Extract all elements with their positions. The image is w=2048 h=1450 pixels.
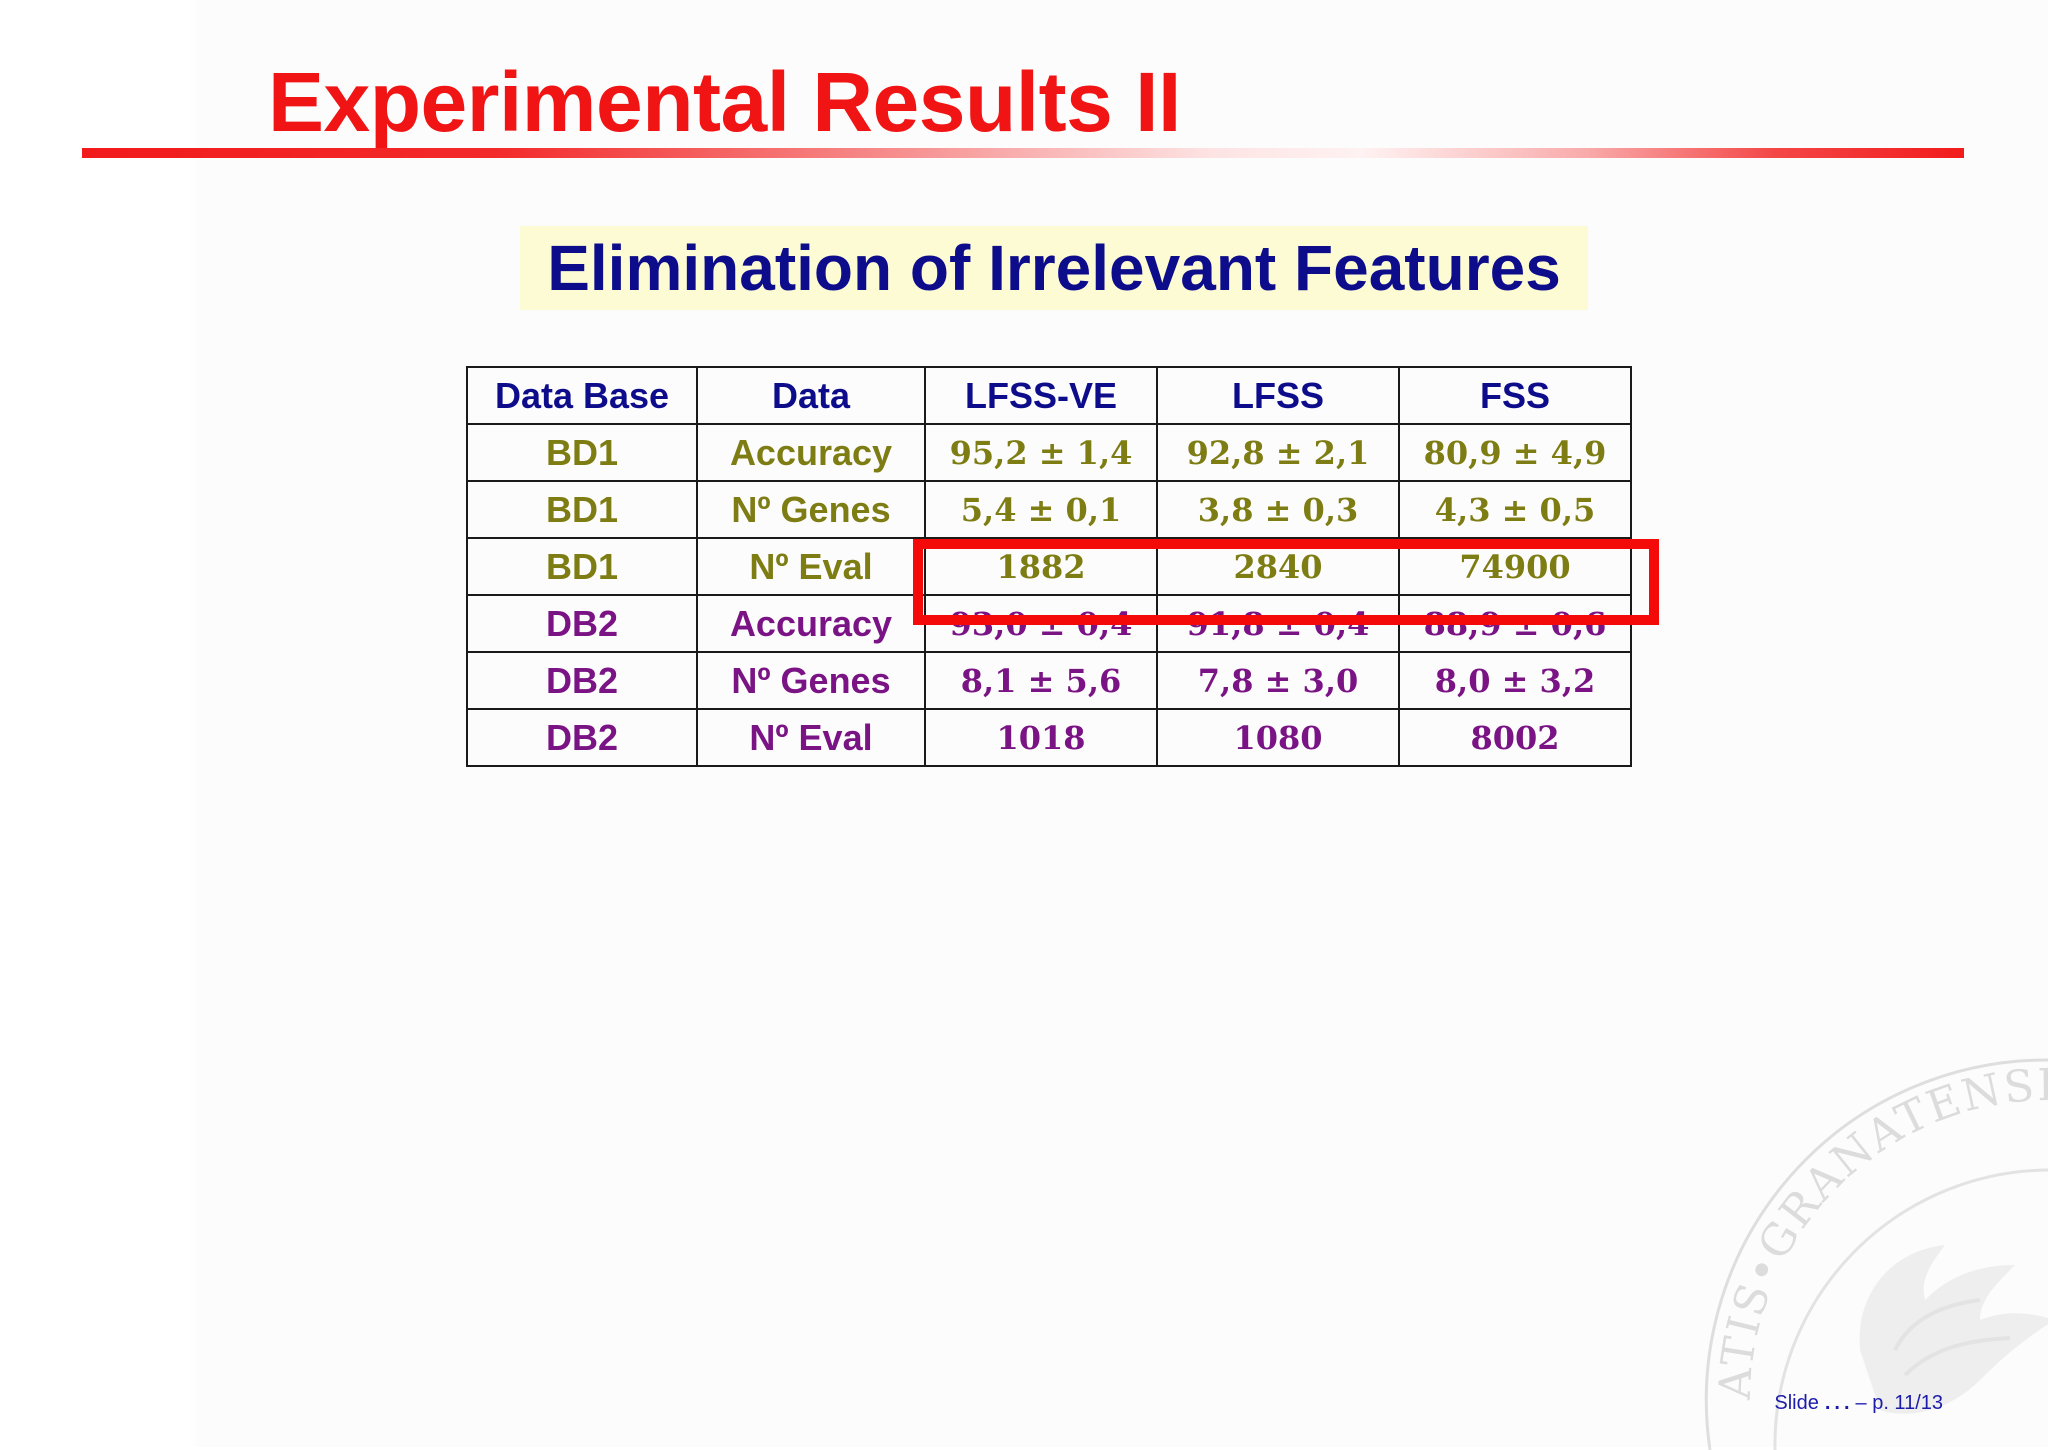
table-row: DB2 Nº Genes 8,1 ± 5,6 7,8 ± 3,0 8,0 ± 3… (466, 651, 1632, 710)
database-cell: DB2 (466, 708, 698, 767)
lfss-value: 1080 (1156, 708, 1400, 767)
database-cell: DB2 (466, 651, 698, 710)
lfss-ve-value: 8,1 ± 5,6 (924, 651, 1158, 710)
database-cell: BD1 (466, 480, 698, 539)
table-row: DB2 Accuracy 93,0 ± 0,4 91,8 ± 0,4 88,9 … (466, 594, 1632, 653)
lfss-ve-value: 93,0 ± 0,4 (924, 594, 1158, 653)
fss-value: 80,9 ± 4,9 (1398, 423, 1632, 482)
lfss-ve-value: 95,2 ± 1,4 (924, 423, 1158, 482)
subtitle-box: Elimination of Irrelevant Features (520, 226, 1588, 310)
results-table: Data Base Data LFSS-VE LFSS FSS BD1 Accu… (466, 366, 1632, 767)
table-row: BD1 Nº Eval 1882 2840 74900 (466, 537, 1632, 596)
lfss-value: 92,8 ± 2,1 (1156, 423, 1400, 482)
metric-cell: Nº Eval (696, 708, 926, 767)
lfss-value: 91,8 ± 0,4 (1156, 594, 1400, 653)
table-header-row: Data Base Data LFSS-VE LFSS FSS (466, 366, 1632, 425)
fss-value: 74900 (1398, 537, 1632, 596)
lfss-ve-value: 1882 (924, 537, 1158, 596)
university-seal-icon: ATIS•GRANATENSIS•E (1680, 1020, 2048, 1450)
slide-footer: Slide... – p. 11/13 (1774, 1392, 1943, 1415)
footer-dots: ... (1824, 1392, 1854, 1414)
table-row: BD1 Nº Genes 5,4 ± 0,1 3,8 ± 0,3 4,3 ± 0… (466, 480, 1632, 539)
metric-cell: Nº Genes (696, 651, 926, 710)
lfss-ve-value: 5,4 ± 0,1 (924, 480, 1158, 539)
metric-cell: Nº Eval (696, 537, 926, 596)
footer-prefix: Slide (1774, 1392, 1819, 1414)
column-header-fss: FSS (1398, 366, 1632, 425)
database-cell: BD1 (466, 423, 698, 482)
lfss-value: 3,8 ± 0,3 (1156, 480, 1400, 539)
fss-value: 88,9 ± 0,6 (1398, 594, 1632, 653)
table-row: BD1 Accuracy 95,2 ± 1,4 92,8 ± 2,1 80,9 … (466, 423, 1632, 482)
metric-cell: Nº Genes (696, 480, 926, 539)
lfss-value: 7,8 ± 3,0 (1156, 651, 1400, 710)
fss-value: 8,0 ± 3,2 (1398, 651, 1632, 710)
footer-page-number: – p. 11/13 (1855, 1392, 1943, 1414)
lfss-value: 2840 (1156, 537, 1400, 596)
lfss-ve-value: 1018 (924, 708, 1158, 767)
fss-value: 4,3 ± 0,5 (1398, 480, 1632, 539)
slide-subtitle: Elimination of Irrelevant Features (547, 232, 1561, 304)
column-header-lfss-ve: LFSS-VE (924, 366, 1158, 425)
column-header-database: Data Base (466, 366, 698, 425)
table-row: DB2 Nº Eval 1018 1080 8002 (466, 708, 1632, 767)
metric-cell: Accuracy (696, 594, 926, 653)
slide-title: Experimental Results II (268, 55, 1181, 149)
column-header-lfss: LFSS (1156, 366, 1400, 425)
title-underline (82, 148, 1964, 158)
fss-value: 8002 (1398, 708, 1632, 767)
database-cell: DB2 (466, 594, 698, 653)
metric-cell: Accuracy (696, 423, 926, 482)
database-cell: BD1 (466, 537, 698, 596)
column-header-data: Data (696, 366, 926, 425)
